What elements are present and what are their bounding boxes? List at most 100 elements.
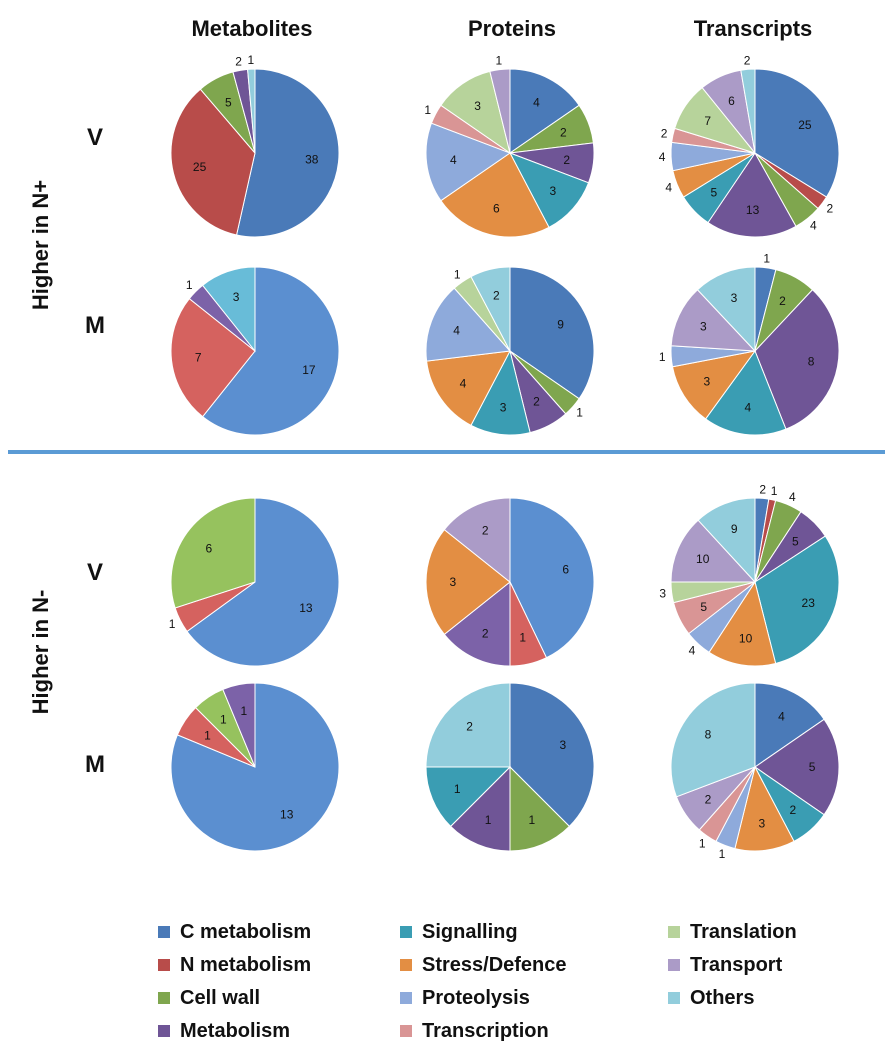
pie-slice-c-metabolism (754, 68, 840, 198)
pie-slice-signalling (754, 535, 840, 665)
pie-slice-label: 2 (493, 289, 500, 303)
pie-slice-label: 7 (195, 350, 202, 364)
pie-slice-label: 25 (798, 118, 812, 132)
pie-slice-label: 1 (529, 813, 536, 827)
row-label-v-top: V (87, 124, 103, 151)
pie-slice-label: 2 (235, 55, 242, 69)
legend-label-cell-wall: Cell wall (180, 987, 260, 1009)
legend-swatch-cell-wall (158, 992, 170, 1004)
pie-slice-label: 13 (280, 808, 294, 822)
pie-slice-others (247, 68, 256, 154)
pie-slice-stress-defence (426, 350, 511, 427)
pie-slice-n-metabolism (170, 297, 256, 418)
pie-slice-label: 3 (703, 375, 710, 389)
pie-slice-label: 9 (731, 522, 738, 536)
pie-slice-label: 9 (557, 318, 564, 332)
pie-slice-label: 1 (454, 782, 461, 796)
row-label-m-bottom: M (85, 751, 105, 778)
legend-swatch-transport (668, 959, 680, 971)
pie-slice-metabolism (707, 152, 797, 238)
legend-swatch-stress-defence (400, 959, 412, 971)
legend-swatch-signalling (400, 926, 412, 938)
pie-slice-label: 6 (205, 541, 212, 555)
pie-slice-label: 4 (665, 181, 672, 195)
pie-slice-label: 1 (248, 53, 255, 67)
pie-slice-label: 4 (450, 153, 457, 167)
legend-label-translation: Translation (690, 921, 797, 943)
pie-slice-stress-defence (671, 350, 757, 420)
legend-label-transport: Transport (690, 954, 783, 976)
pie-slice-label: 2 (759, 482, 766, 496)
pie-slice-others (470, 266, 511, 352)
pie-slice-label: 2 (482, 524, 489, 538)
pie-slice-label: 2 (482, 627, 489, 641)
legend-label-transcription: Transcription (422, 1020, 549, 1042)
pie-slice-label: 1 (220, 713, 227, 727)
pie-slice-c-metabolism (186, 497, 340, 667)
pie-slice-label: 2 (744, 53, 751, 67)
pie-slice-label: 25 (193, 160, 207, 174)
pie-slice-others (425, 682, 511, 768)
pie-slice-label: 1 (186, 278, 193, 292)
pie-proteins-v-bottom: 6 1 2 3 2 (425, 497, 595, 667)
row-label-v-bottom: V (87, 559, 103, 586)
pie-slice-label: 38 (305, 152, 319, 166)
pie-slice-label: 3 (450, 575, 457, 589)
pie-slice-signalling (704, 349, 787, 436)
legend-label-others: Others (690, 987, 754, 1009)
legend-swatch-translation (668, 926, 680, 938)
pie-slice-label: 1 (763, 252, 770, 266)
legend-swatch-c-metabolism (158, 926, 170, 938)
pie-slice-label: 5 (710, 186, 717, 200)
pie-slice-c-metabolism (201, 266, 340, 436)
pie-slice-c-metabolism (509, 68, 580, 154)
pie-slice-label: 1 (454, 268, 461, 282)
pie-slice-label: 1 (771, 484, 778, 498)
pie-slice-metabolism (754, 289, 840, 430)
pie-slice-label: 1 (576, 406, 583, 420)
pie-slice-label: 10 (739, 631, 753, 645)
pie-slice-label: 4 (689, 643, 696, 657)
pie-slice-label: 3 (233, 290, 240, 304)
pie-slice-label: 1 (659, 350, 666, 364)
pie-proteins-m-top: 9 1 2 3 4 4 1 2 (425, 266, 595, 436)
pie-transcripts-m-bottom: 4 5 2 3 11 2 8 (670, 682, 840, 861)
pie-slice-metabolism (443, 580, 511, 667)
legend-swatch-transcription (400, 1025, 412, 1037)
legend-label-proteolysis: Proteolysis (422, 987, 530, 1009)
legend-label-signalling: Signalling (422, 921, 518, 943)
pie-slice-label: 2 (560, 126, 567, 140)
column-header-transcripts: Transcripts (694, 16, 813, 41)
pie-slice-label: 23 (802, 596, 816, 610)
pie-slice-label: 3 (500, 401, 507, 415)
pie-slice-label: 3 (549, 184, 556, 198)
pie-slice-label: 8 (808, 355, 815, 369)
legend-swatch-proteolysis (400, 992, 412, 1004)
pie-slice-label: 13 (746, 203, 760, 217)
pie-slice-label: 3 (474, 99, 481, 113)
pie-slice-label: 4 (789, 490, 796, 504)
pie-proteins-m-bottom: 3 1 1 1 2 (425, 682, 595, 852)
pie-slice-label: 2 (533, 395, 540, 409)
pie-slice-signalling (425, 766, 512, 828)
row-label-m-top: M (85, 312, 105, 339)
pie-slice-label: 8 (705, 728, 712, 742)
pie-slice-label: 2 (790, 803, 797, 817)
pie-slice-c-metabolism (754, 682, 825, 768)
pie-slice-label: 2 (826, 201, 833, 215)
pie-slice-label: 5 (225, 96, 232, 110)
legend-swatch-metabolism (158, 1025, 170, 1037)
pie-slice-others (740, 68, 756, 154)
pie-slice-transport (670, 289, 757, 352)
pie-slice-metabolism (449, 765, 511, 852)
pie-slice-cell-wall (509, 765, 571, 852)
pie-slice-stress-defence (708, 580, 777, 667)
pie-slice-label: 4 (533, 95, 540, 109)
column-header-proteins: Proteins (468, 16, 556, 41)
